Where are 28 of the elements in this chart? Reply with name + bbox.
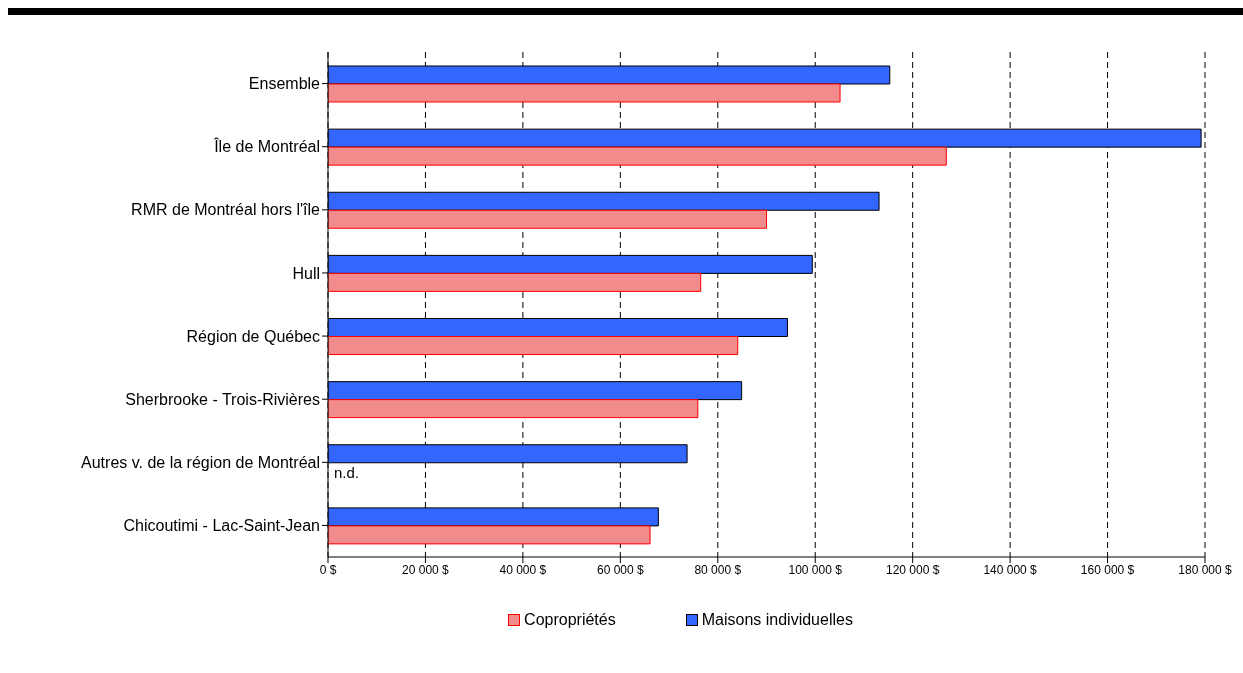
x-tick-label: 60 000 $ bbox=[596, 562, 645, 577]
legend-label: Maisons individuelles bbox=[701, 611, 853, 629]
bar bbox=[328, 525, 651, 545]
y-tick-label: Hull bbox=[292, 264, 320, 282]
x-tick-label: 140 000 $ bbox=[983, 562, 1038, 577]
y-tick-label: Ensemble bbox=[248, 75, 321, 93]
x-tick-label: 40 000 $ bbox=[499, 562, 547, 577]
y-tick-label: Chicoutimi - Lac-Saint-Jean bbox=[123, 517, 320, 535]
y-tick-label: Région de Québec bbox=[186, 327, 320, 345]
x-tick-label: 120 000 $ bbox=[885, 562, 940, 577]
x-tick-label: 0 $ bbox=[319, 562, 337, 577]
bar bbox=[328, 83, 841, 103]
legend-label: Copropriétés bbox=[524, 611, 616, 629]
bar bbox=[328, 336, 739, 355]
y-tick-label: Sherbrooke - Trois-Rivières bbox=[125, 390, 320, 408]
x-tick-label: 160 000 $ bbox=[1080, 562, 1135, 577]
y-tick-label: Île de Montréal bbox=[213, 137, 320, 156]
x-tick-label: 100 000 $ bbox=[788, 562, 843, 577]
bar bbox=[328, 146, 947, 166]
y-tick-label: RMR de Montréal hors l'île bbox=[131, 201, 321, 219]
x-tick-label: 80 000 $ bbox=[694, 562, 742, 577]
x-tick-label: 20 000 $ bbox=[402, 562, 450, 577]
annotation: n.d. bbox=[334, 464, 360, 482]
bar bbox=[328, 209, 767, 229]
y-tick-label: Autres v. de la région de Montréal bbox=[81, 453, 320, 471]
bar bbox=[328, 399, 699, 419]
bar bbox=[328, 272, 702, 292]
x-tick-label: 180 000 $ bbox=[1178, 562, 1233, 577]
